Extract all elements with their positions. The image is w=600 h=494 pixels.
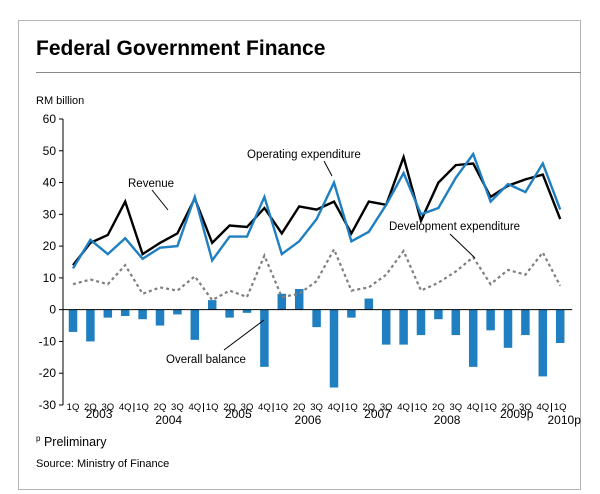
bar-overall-balance	[68, 309, 78, 332]
bar-overall-balance	[399, 309, 408, 345]
x-tick-label-quarter: 4Q	[258, 402, 271, 413]
bar-overall-balance	[260, 309, 269, 367]
bar-overall-balance	[173, 309, 182, 315]
bar-overall-balance	[312, 309, 321, 328]
annotation-pointer-line	[223, 319, 265, 351]
x-tick-label-quarter: 1Q	[554, 402, 567, 413]
bar-overall-balance	[329, 309, 339, 388]
x-tick-label-quarter: 1Q	[415, 402, 428, 413]
bar-overall-balance	[86, 309, 95, 342]
x-tick-label-quarter: 1Q	[275, 402, 288, 413]
bar-overall-balance	[103, 309, 113, 318]
bar-overall-balance	[207, 300, 217, 310]
annotation-pointer-line	[151, 189, 169, 211]
y-tick-label: 20	[43, 239, 57, 253]
y-tick-label: -30	[39, 398, 57, 412]
title-divider	[36, 72, 581, 73]
x-tick-label-quarter: 3Q	[171, 402, 184, 413]
x-tick-label-year: 2009p	[500, 407, 534, 421]
x-tick-label-quarter: 1Q	[206, 402, 219, 413]
bar-overall-balance	[155, 309, 165, 326]
x-tick-label-quarter: 3Q	[310, 402, 323, 413]
bar-overall-balance	[120, 309, 130, 317]
y-tick-label: -10	[39, 334, 57, 348]
annotation-label: Operating expenditure	[247, 149, 361, 161]
bar-overall-balance	[486, 309, 495, 331]
bar-overall-balance	[416, 309, 426, 336]
x-tick-label-quarter: 2Q	[362, 402, 375, 413]
x-tick-label-quarter: 1Q	[345, 402, 358, 413]
x-tick-label-year: 2003	[86, 407, 113, 421]
x-tick-label-quarter: 3Q	[241, 402, 254, 413]
annotation-label: Development expenditure	[389, 221, 520, 233]
bar-overall-balance	[190, 309, 200, 340]
annotation-label: Revenue	[128, 178, 174, 190]
x-tick-label-year: 2007	[364, 407, 391, 421]
bar-overall-balance	[294, 289, 304, 310]
x-tick-label-quarter: 4Q	[397, 402, 410, 413]
y-tick-label: 10	[43, 271, 57, 285]
x-tick-label-year: 2008	[434, 413, 461, 427]
bar-overall-balance	[138, 309, 147, 320]
y-axis-unit-label: RM billion	[36, 95, 84, 107]
y-tick-label: 60	[43, 112, 57, 126]
x-tick-label-quarter: 2Q	[432, 402, 445, 413]
bar-overall-balance	[555, 309, 565, 344]
bar-overall-balance	[451, 309, 461, 336]
footnote-text: Preliminary	[43, 435, 107, 450]
bar-overall-balance	[347, 309, 356, 318]
x-tick-label-quarter: 4Q	[188, 402, 201, 413]
x-tick-label-quarter: 1Q	[136, 402, 149, 413]
x-tick-label-quarter: 2Q	[293, 402, 306, 413]
annotation-pointer-line	[449, 233, 476, 259]
x-tick-label-quarter: 2Q	[502, 402, 515, 413]
annotation-pointer-line	[323, 160, 333, 177]
x-tick-label-quarter: 1Q	[67, 402, 80, 413]
x-tick-label-year: 2006	[295, 413, 322, 427]
x-tick-label-quarter: 4Q	[536, 402, 549, 413]
x-tick-label-quarter: 2Q	[154, 402, 167, 413]
y-tick-label: 30	[43, 207, 57, 221]
bar-overall-balance	[364, 298, 374, 310]
y-tick-label: 0	[49, 303, 56, 317]
bar-overall-balance	[381, 309, 391, 345]
footnote-mark: p	[36, 434, 41, 443]
series-line-revenue	[72, 153, 562, 266]
x-tick-label-quarter: 2Q	[223, 402, 236, 413]
x-tick-label-year: 2005	[225, 407, 252, 421]
source-note: Source: Ministry of Finance	[36, 458, 170, 470]
x-tick-label-quarter: 3Q	[519, 402, 532, 413]
page-title: Federal Government Finance	[36, 37, 326, 60]
bar-overall-balance	[521, 309, 530, 336]
bar-overall-balance	[277, 293, 287, 310]
x-tick-label-quarter: 3Q	[380, 402, 393, 413]
chart-frame	[18, 20, 581, 490]
bar-overall-balance	[503, 309, 513, 348]
x-tick-label-quarter: 4Q	[119, 402, 132, 413]
x-tick-label-quarter: 2Q	[84, 402, 97, 413]
x-tick-label-year: 2004	[155, 413, 182, 427]
bar-overall-balance	[538, 309, 548, 377]
bar-overall-balance	[468, 309, 478, 367]
x-tick-label-quarter: 4Q	[467, 402, 480, 413]
x-tick-label-quarter: 4Q	[328, 402, 341, 413]
y-tick-label: -20	[39, 366, 57, 380]
annotation-label: Overall balance	[166, 354, 246, 366]
y-tick-label: 40	[43, 176, 57, 190]
bar-overall-balance	[225, 309, 234, 318]
x-tick-label-quarter: 3Q	[101, 402, 114, 413]
bar-overall-balance	[434, 309, 443, 320]
series-line-operating-expenditure	[71, 151, 562, 270]
footnote: p Preliminary	[36, 434, 106, 449]
x-tick-label-quarter: 1Q	[484, 402, 497, 413]
series-line-development-expenditure	[72, 246, 562, 302]
x-tick-label-year: 2010p	[548, 413, 582, 427]
bar-overall-balance	[242, 309, 252, 313]
x-tick-label-quarter: 3Q	[449, 402, 462, 413]
y-tick-label: 50	[43, 144, 57, 158]
